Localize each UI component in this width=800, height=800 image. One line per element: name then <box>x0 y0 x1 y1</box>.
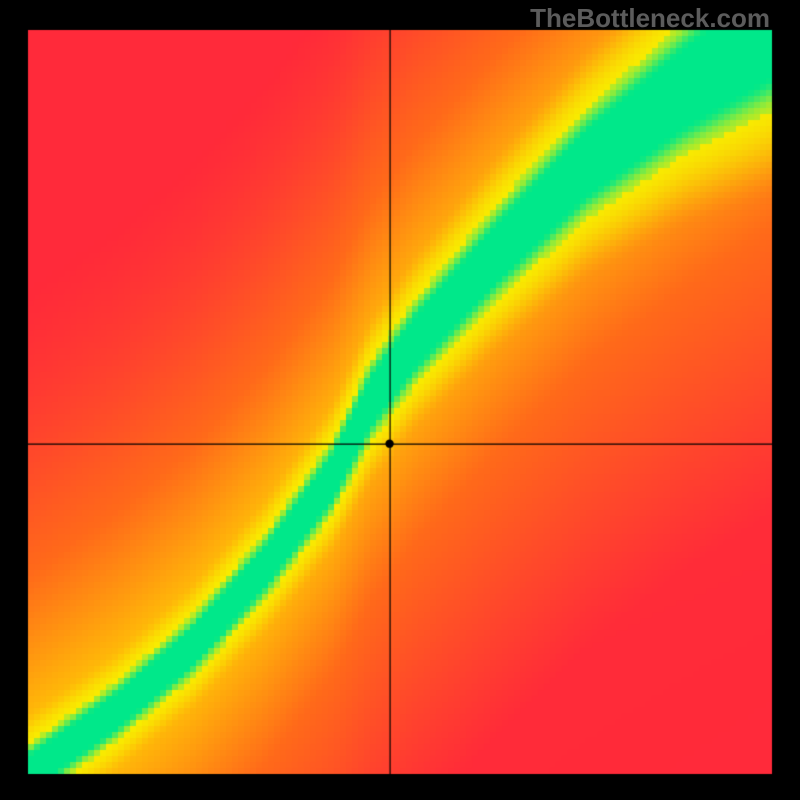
watermark-text: TheBottleneck.com <box>530 5 770 31</box>
bottleneck-heatmap <box>0 0 800 800</box>
chart-container: { "canvas": { "width": 800, "height": 80… <box>0 0 800 800</box>
